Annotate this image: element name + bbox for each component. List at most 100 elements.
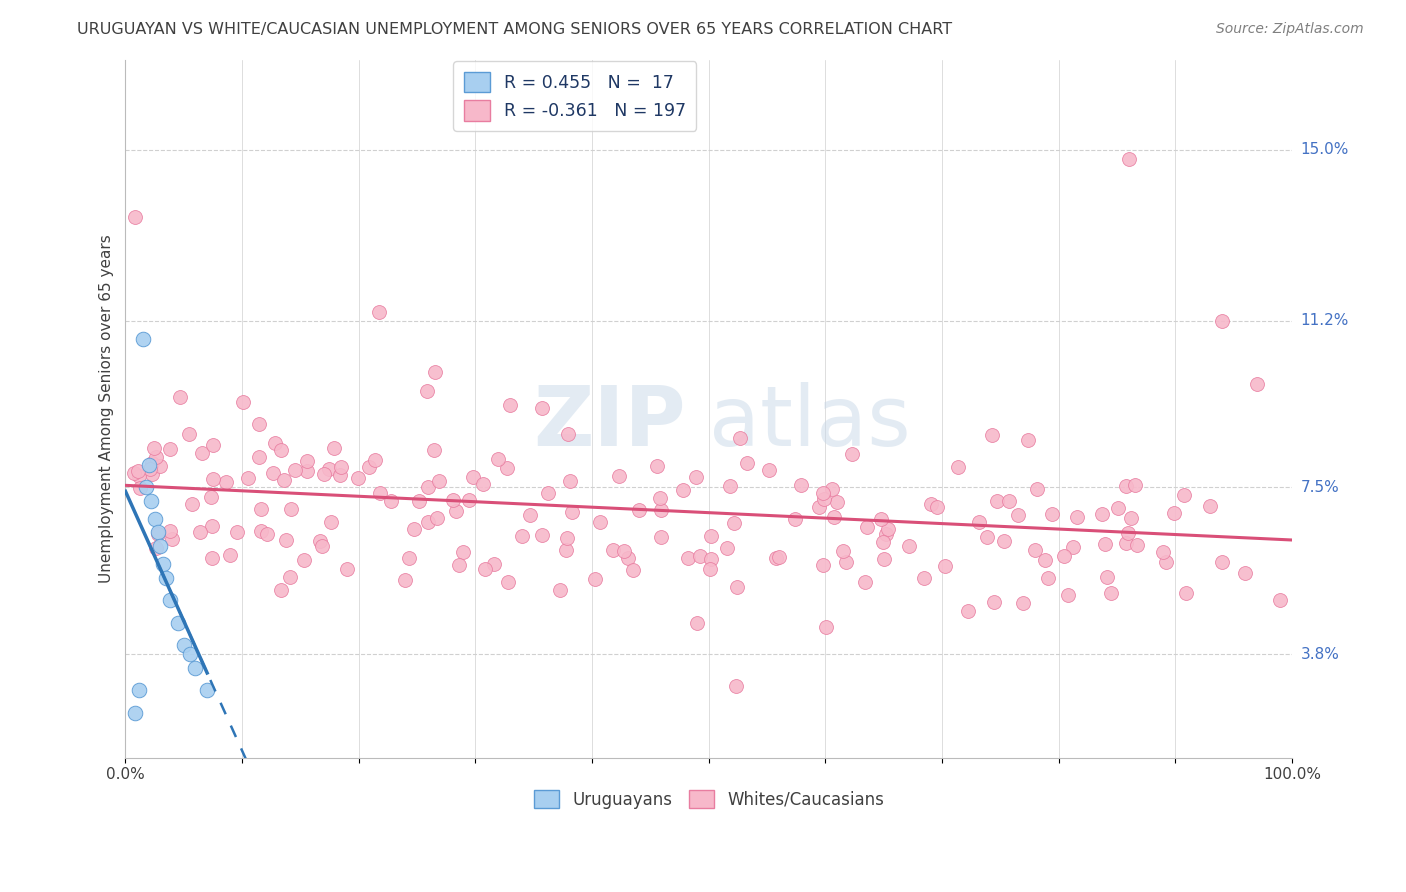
Point	[451, 545, 474, 559]
Point	[1053, 549, 1076, 564]
Point	[402, 522, 425, 536]
Point	[122, 467, 145, 481]
Point	[602, 542, 624, 557]
Point	[877, 522, 900, 536]
Point	[678, 551, 700, 566]
Point	[236, 471, 259, 485]
Point	[425, 365, 447, 379]
Point	[583, 572, 606, 586]
Point	[555, 531, 578, 545]
Point	[1040, 507, 1063, 521]
Text: URUGUAYAN VS WHITE/CAUCASIAN UNEMPLOYMENT AMONG SENIORS OVER 65 YEARS CORRELATIO: URUGUAYAN VS WHITE/CAUCASIAN UNEMPLOYMEN…	[77, 22, 952, 37]
Point	[555, 543, 578, 558]
Point	[295, 454, 318, 468]
Point	[790, 477, 813, 491]
Point	[458, 493, 481, 508]
Point	[1126, 538, 1149, 552]
Point	[531, 401, 554, 415]
Point	[139, 494, 162, 508]
Point	[898, 539, 921, 553]
Text: 11.2%: 11.2%	[1301, 313, 1348, 328]
Point	[983, 595, 1005, 609]
Point	[814, 620, 837, 634]
Point	[441, 493, 464, 508]
Point	[967, 516, 990, 530]
Point	[934, 558, 956, 573]
Point	[190, 446, 212, 460]
Point	[1115, 536, 1137, 550]
Point	[184, 660, 207, 674]
Point	[645, 459, 668, 474]
Point	[195, 683, 218, 698]
Point	[1199, 499, 1222, 513]
Point	[1234, 566, 1257, 580]
Point	[202, 438, 225, 452]
Point	[363, 453, 385, 467]
Point	[416, 515, 439, 529]
Point	[496, 461, 519, 475]
Text: 15.0%: 15.0%	[1301, 142, 1348, 157]
Point	[200, 490, 222, 504]
Point	[925, 500, 948, 515]
Point	[1118, 526, 1140, 541]
Point	[141, 456, 163, 470]
Point	[1026, 483, 1049, 497]
Point	[1211, 556, 1233, 570]
Point	[250, 502, 273, 516]
Point	[141, 467, 163, 482]
Point	[160, 532, 183, 546]
Point	[247, 450, 270, 464]
Point	[689, 549, 711, 563]
Point	[318, 462, 340, 476]
Point	[548, 582, 571, 597]
Point	[1270, 592, 1292, 607]
Point	[758, 462, 780, 476]
Point	[218, 548, 240, 562]
Point	[149, 459, 172, 474]
Point	[650, 503, 672, 517]
Text: atlas: atlas	[709, 382, 911, 463]
Point	[201, 551, 224, 566]
Point	[314, 467, 336, 482]
Point	[145, 541, 167, 556]
Point	[132, 332, 155, 346]
Point	[179, 647, 201, 661]
Point	[1115, 479, 1137, 493]
Point	[149, 539, 172, 553]
Point	[537, 486, 560, 500]
Point	[1095, 570, 1118, 584]
Point	[1024, 543, 1046, 558]
Point	[461, 469, 484, 483]
Point	[1062, 540, 1084, 554]
Point	[138, 458, 160, 472]
Point	[823, 510, 845, 524]
Point	[1123, 478, 1146, 492]
Point	[821, 482, 844, 496]
Point	[700, 529, 723, 543]
Point	[295, 464, 318, 478]
Text: Source: ZipAtlas.com: Source: ZipAtlas.com	[1216, 22, 1364, 37]
Point	[262, 466, 284, 480]
Point	[835, 555, 858, 569]
Point	[159, 524, 181, 538]
Point	[685, 470, 707, 484]
Point	[976, 530, 998, 544]
Point	[872, 534, 894, 549]
Point	[1094, 537, 1116, 551]
Point	[394, 573, 416, 587]
Point	[735, 456, 758, 470]
Point	[146, 526, 169, 541]
Point	[519, 508, 541, 523]
Point	[322, 441, 344, 455]
Point	[347, 471, 370, 485]
Point	[557, 426, 579, 441]
Point	[672, 483, 695, 498]
Point	[1163, 506, 1185, 520]
Point	[609, 468, 631, 483]
Point	[273, 473, 295, 487]
Point	[980, 428, 1002, 442]
Point	[783, 512, 806, 526]
Point	[336, 562, 359, 576]
Point	[139, 461, 162, 475]
Point	[308, 534, 330, 549]
